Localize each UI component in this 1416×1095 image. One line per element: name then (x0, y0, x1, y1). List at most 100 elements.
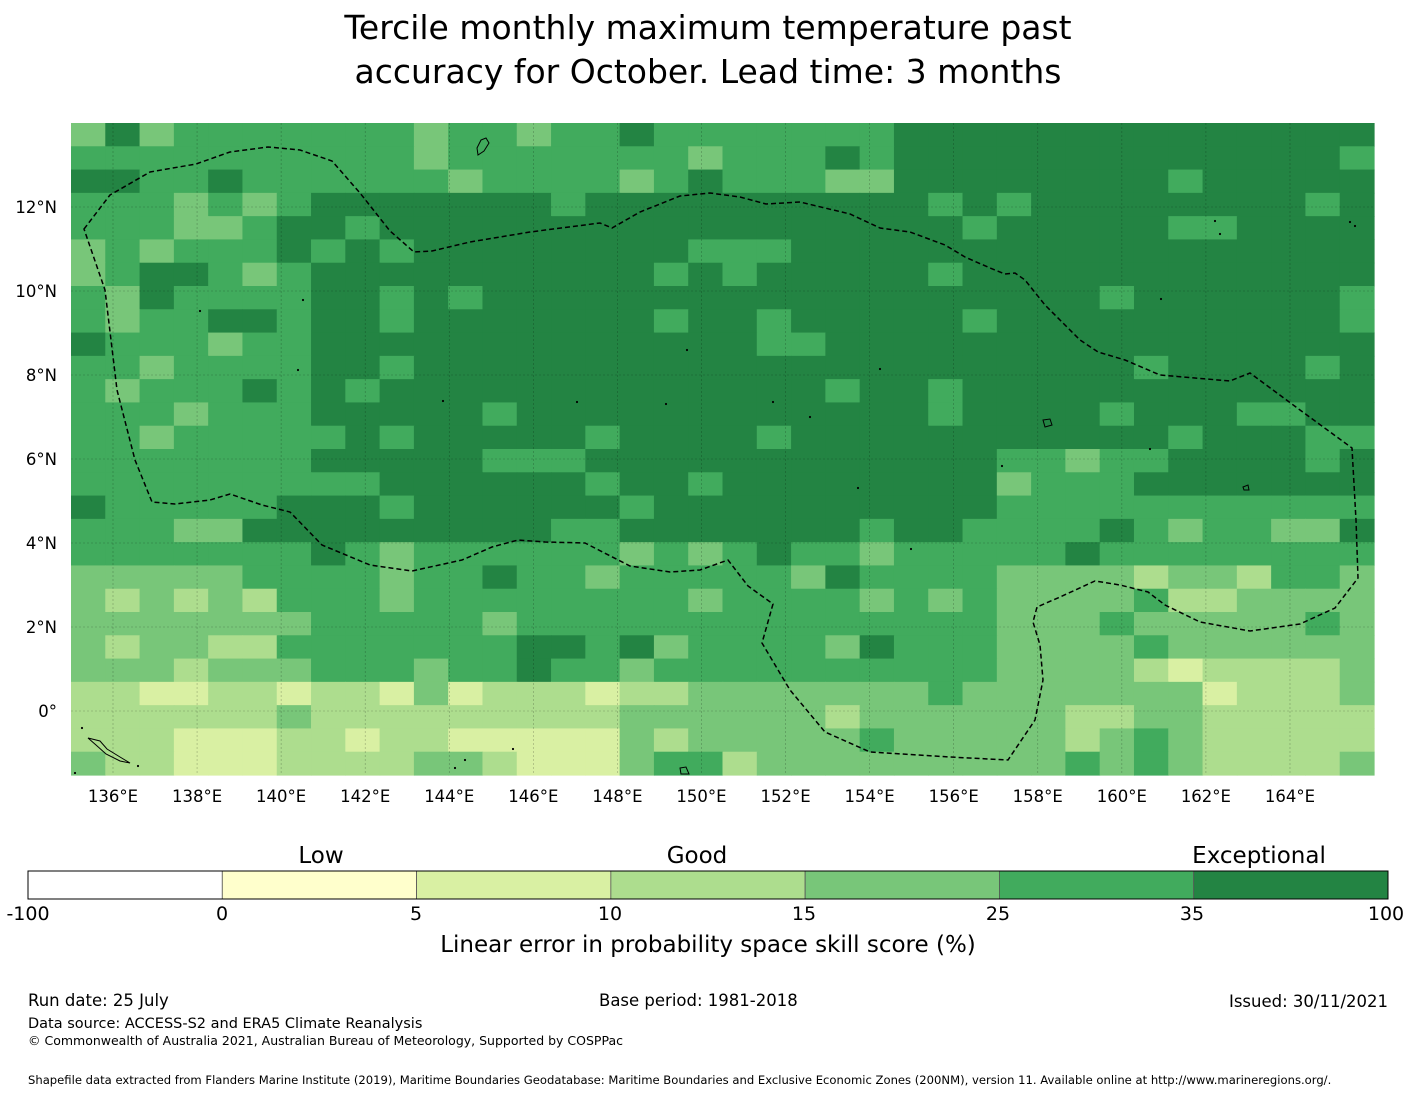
skill-cell (1065, 728, 1101, 753)
skill-cell (1202, 216, 1238, 241)
skill-cell (825, 751, 861, 776)
skill-cell (208, 146, 244, 171)
skill-cell (1271, 728, 1307, 753)
skill-cell (311, 449, 346, 473)
skill-cell (1339, 169, 1375, 194)
skill-cell (448, 425, 484, 450)
skill-cell (1339, 449, 1375, 473)
skill-cell (379, 728, 415, 753)
skill-cell (1168, 192, 1204, 217)
skill-cell (173, 612, 209, 636)
skill-cell (173, 379, 209, 404)
skill-cell (688, 146, 724, 171)
skill-cell (585, 518, 621, 543)
skill-cell (276, 286, 312, 310)
skill-cell (1271, 612, 1307, 636)
skill-cell (448, 542, 484, 567)
skill-cell (1031, 216, 1066, 241)
skill-cell (551, 658, 586, 683)
skill-cell (619, 216, 655, 241)
skill-cell (996, 565, 1032, 590)
skill-cell (1031, 542, 1066, 567)
skill-cell (1133, 262, 1169, 287)
skill-cell (893, 681, 929, 706)
skill-cell (139, 379, 175, 404)
skill-cell (1271, 751, 1307, 776)
skill-cell (688, 751, 724, 776)
skill-cell (859, 379, 895, 404)
skill-cell (311, 355, 346, 380)
skill-cell (139, 309, 175, 334)
skill-cell (551, 705, 586, 730)
skill-cell (551, 355, 586, 380)
skill-cell (105, 681, 141, 706)
skill-cell (1099, 146, 1135, 171)
skill-cell (1236, 239, 1272, 264)
skill-cell (585, 379, 621, 404)
skill-cell (1168, 542, 1204, 567)
skill-cell (1339, 355, 1375, 380)
skill-cell (688, 379, 724, 404)
skill-cell (139, 123, 175, 147)
skill-cell (242, 472, 278, 497)
skill-cell (619, 728, 655, 753)
skill-cell (996, 146, 1032, 171)
skill-cell (71, 379, 106, 404)
skill-cell (276, 169, 312, 194)
skill-cell (653, 355, 689, 380)
skill-cell (208, 518, 244, 543)
skill-cell (585, 123, 621, 147)
skill-cell (756, 612, 792, 636)
skill-cell (1168, 146, 1204, 171)
skill-cell (996, 332, 1032, 357)
skill-cell (653, 169, 689, 194)
skill-cell (928, 565, 964, 590)
skill-cell (619, 705, 655, 730)
skill-cell (1271, 495, 1307, 520)
skill-cell (1339, 728, 1375, 753)
skill-cell (1099, 681, 1135, 706)
skill-cell (1236, 681, 1272, 706)
skill-cell (1236, 449, 1272, 473)
skill-cell (208, 588, 244, 613)
skill-cell (1099, 355, 1135, 380)
skill-cell (311, 309, 346, 334)
skill-cell (1236, 542, 1272, 567)
skill-cell (139, 681, 175, 706)
skill-cell (413, 332, 449, 357)
skill-cell (585, 658, 621, 683)
skill-cell (722, 472, 758, 497)
skill-cell (1099, 123, 1135, 147)
skill-cell (653, 705, 689, 730)
skill-cell (1031, 635, 1066, 660)
skill-cell (859, 449, 895, 473)
skill-cell (1271, 309, 1307, 334)
skill-cell (791, 542, 826, 567)
skill-cell (345, 472, 381, 497)
skill-cell (105, 449, 141, 473)
skill-cell (345, 588, 381, 613)
run-date: Run date: 25 July (28, 991, 169, 1010)
skill-cell (653, 495, 689, 520)
skill-cell (379, 262, 415, 287)
skill-cell (413, 425, 449, 450)
skill-cell (139, 588, 175, 613)
skill-cell (242, 681, 278, 706)
skill-cell (928, 192, 964, 217)
skill-cell (962, 239, 998, 264)
skill-cell (379, 146, 415, 171)
skill-cell (1065, 309, 1101, 334)
skill-cell (791, 518, 826, 543)
skill-cell (859, 472, 895, 497)
skill-cell (791, 309, 826, 334)
skill-cell (585, 169, 621, 194)
skill-cell (585, 495, 621, 520)
skill-cell (1271, 262, 1307, 287)
skill-cell (1305, 449, 1341, 473)
islet (296, 368, 300, 372)
skill-cell (859, 309, 895, 334)
latitude-labels: 12°N 10°N 8°N 6°N 4°N 2°N 0° (15, 198, 57, 721)
skill-cell (791, 472, 826, 497)
skill-cell (208, 262, 244, 287)
skill-cell (345, 123, 381, 147)
